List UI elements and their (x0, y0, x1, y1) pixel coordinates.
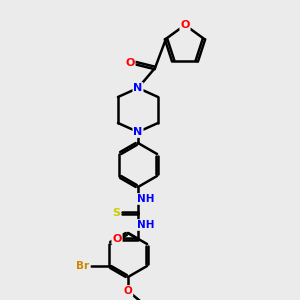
Text: NH: NH (137, 220, 155, 230)
Text: NH: NH (137, 194, 155, 204)
Text: S: S (112, 208, 120, 218)
Text: N: N (134, 127, 142, 137)
Text: Br: Br (76, 261, 89, 271)
Text: O: O (125, 58, 135, 68)
Text: O: O (180, 20, 190, 30)
Text: O: O (124, 286, 132, 296)
Text: N: N (134, 83, 142, 93)
Text: O: O (112, 234, 122, 244)
